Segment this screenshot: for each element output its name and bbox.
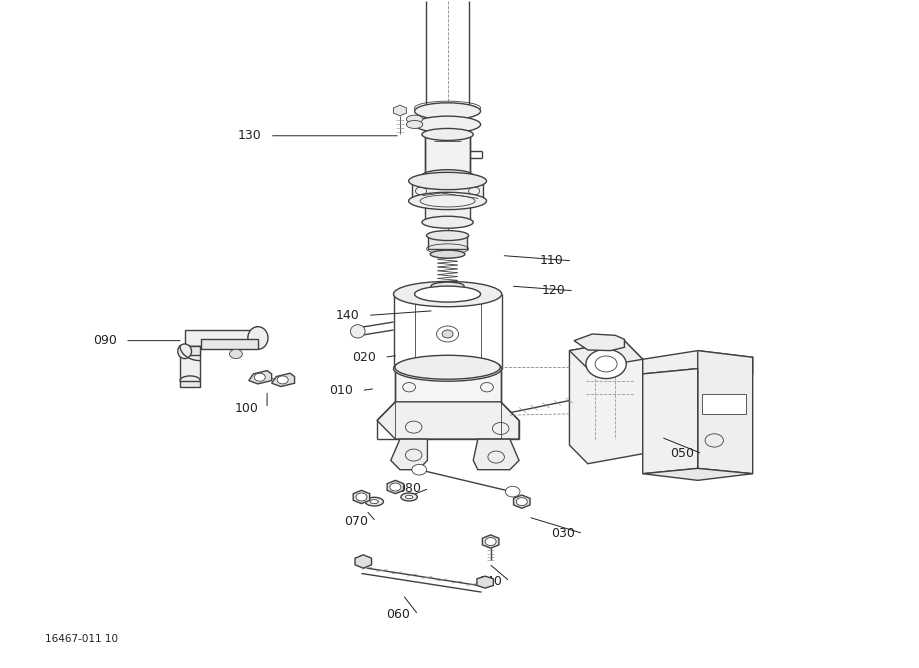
Ellipse shape xyxy=(422,216,473,228)
Bar xyxy=(425,134,471,176)
Polygon shape xyxy=(642,468,753,480)
Text: 100: 100 xyxy=(235,402,259,415)
Circle shape xyxy=(412,464,426,475)
Polygon shape xyxy=(180,381,200,387)
Bar xyxy=(185,330,260,346)
Polygon shape xyxy=(570,341,642,464)
Ellipse shape xyxy=(405,495,413,498)
Text: 080: 080 xyxy=(397,482,421,495)
Bar xyxy=(428,236,467,249)
Ellipse shape xyxy=(422,170,473,182)
Ellipse shape xyxy=(401,493,417,501)
Bar xyxy=(412,181,483,201)
Ellipse shape xyxy=(426,230,469,240)
Bar xyxy=(395,367,501,402)
Text: 040: 040 xyxy=(478,575,502,588)
Text: 070: 070 xyxy=(344,515,368,528)
Polygon shape xyxy=(353,490,369,504)
Circle shape xyxy=(485,538,496,546)
Circle shape xyxy=(356,493,367,501)
Ellipse shape xyxy=(365,497,383,506)
Bar xyxy=(180,346,200,381)
Polygon shape xyxy=(642,369,698,474)
Ellipse shape xyxy=(395,355,500,379)
Ellipse shape xyxy=(350,325,365,338)
Text: 010: 010 xyxy=(329,384,353,397)
Text: 020: 020 xyxy=(352,351,376,364)
Ellipse shape xyxy=(414,286,481,302)
Bar xyxy=(702,394,746,414)
Ellipse shape xyxy=(414,103,481,120)
Circle shape xyxy=(230,349,243,359)
Ellipse shape xyxy=(422,128,473,140)
Ellipse shape xyxy=(406,115,423,123)
Polygon shape xyxy=(387,480,403,494)
Text: 090: 090 xyxy=(93,334,117,347)
Circle shape xyxy=(596,356,617,372)
Polygon shape xyxy=(393,105,406,116)
Circle shape xyxy=(390,483,401,491)
Circle shape xyxy=(278,376,289,384)
Polygon shape xyxy=(391,439,427,470)
Polygon shape xyxy=(272,373,295,387)
Text: 050: 050 xyxy=(670,448,694,460)
Bar xyxy=(201,339,258,349)
Ellipse shape xyxy=(409,192,486,210)
Ellipse shape xyxy=(409,172,486,190)
Text: 130: 130 xyxy=(238,130,262,142)
Ellipse shape xyxy=(248,327,268,349)
Ellipse shape xyxy=(414,116,481,133)
Polygon shape xyxy=(642,351,753,374)
Polygon shape xyxy=(355,555,371,568)
Circle shape xyxy=(442,330,453,338)
Circle shape xyxy=(516,498,528,506)
Text: 060: 060 xyxy=(386,609,410,621)
Polygon shape xyxy=(473,439,519,470)
Ellipse shape xyxy=(393,356,502,381)
Polygon shape xyxy=(642,359,661,455)
Polygon shape xyxy=(477,576,494,588)
Circle shape xyxy=(586,349,626,379)
Circle shape xyxy=(505,486,520,497)
Polygon shape xyxy=(570,341,642,369)
Polygon shape xyxy=(180,346,200,355)
Text: 16467-011 10: 16467-011 10 xyxy=(45,634,119,644)
Polygon shape xyxy=(698,351,753,474)
Ellipse shape xyxy=(370,500,379,504)
Text: 110: 110 xyxy=(540,255,564,267)
Ellipse shape xyxy=(180,376,200,385)
Circle shape xyxy=(255,373,266,381)
Text: 030: 030 xyxy=(551,527,575,540)
Ellipse shape xyxy=(177,344,191,359)
Ellipse shape xyxy=(393,281,502,307)
Text: 140: 140 xyxy=(335,309,359,322)
Ellipse shape xyxy=(406,120,423,128)
Bar xyxy=(425,201,471,222)
Bar xyxy=(427,108,468,126)
Polygon shape xyxy=(249,371,272,384)
Ellipse shape xyxy=(430,250,465,258)
Polygon shape xyxy=(574,334,624,351)
Polygon shape xyxy=(482,535,499,548)
Text: 120: 120 xyxy=(542,285,566,297)
Ellipse shape xyxy=(431,282,464,290)
Polygon shape xyxy=(514,495,530,508)
Polygon shape xyxy=(377,402,519,439)
